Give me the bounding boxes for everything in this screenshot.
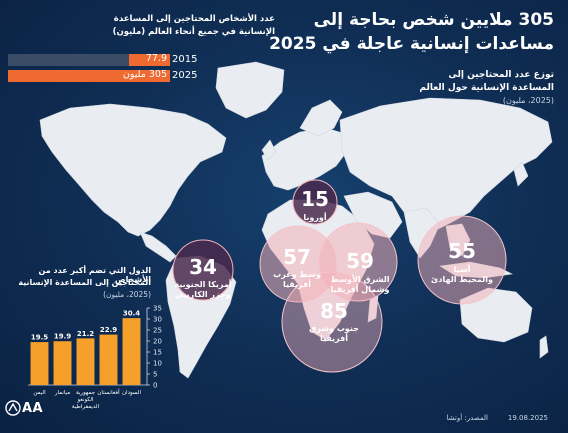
bubble-south-america [172, 239, 234, 301]
country-bar-2 [76, 338, 95, 385]
total-panel-title-line2: الإنسانية في جميع أنحاء العالم (مليون) [112, 27, 275, 37]
middle-east-shape [343, 191, 403, 239]
country-bar-value-4: 30.4 [123, 310, 140, 318]
total-bar-value-2025: 305 مليون [122, 69, 167, 80]
central-west-africa-value: 57 [283, 245, 311, 269]
y-tick-label-7: 35 [153, 305, 162, 313]
country-bar-chart: 0 5 10 15 20 25 30 35 19.5 اليمن 19.9 ميانمار 21.2 جم… [28, 305, 162, 410]
asia-pacific-name-line1: آسيا [454, 264, 471, 274]
y-tick-label-4: 20 [153, 338, 162, 346]
country-category-label-3-0: أفغانستان [97, 388, 120, 396]
country-bar-4 [122, 318, 141, 385]
total-bar-track-2025: 305 مليون [8, 69, 170, 82]
south-america-name-line2: وجزر الكاريبي [175, 290, 231, 299]
japan-shape [513, 161, 529, 187]
y-tick-label-5: 25 [153, 327, 162, 335]
source-note: المصدر: أوتشا [446, 414, 488, 422]
y-tick-label-6: 30 [153, 316, 162, 324]
europe-value: 15 [301, 187, 329, 211]
page-title-line1: 305 ملايين شخص بحاجة إلى [313, 10, 554, 30]
map-subtitle-unit: (2025، مليون) [502, 96, 554, 105]
south-east-africa-value: 85 [320, 299, 348, 323]
uk-shape [261, 139, 277, 161]
y-tick-label-3: 15 [153, 349, 162, 357]
bubble-asia-pacific [417, 215, 507, 305]
y-tick-label-1: 5 [153, 371, 157, 379]
south-america-value: 34 [189, 255, 217, 279]
country-bar-value-3: 22.9 [100, 326, 117, 334]
north-america-shape [39, 103, 227, 237]
south-america-name-line1: أمريكا الجنوبية [174, 279, 231, 289]
scandinavia-shape [299, 99, 343, 137]
south-east-africa-name-line1: جنوب وشرق [309, 324, 359, 333]
total-bar-value-2015: 77.9 [145, 53, 167, 64]
new-zealand-shape [539, 335, 549, 359]
greenland-shape [215, 61, 285, 119]
page-title-line2: مساعدات إنسانية عاجلة في 2025 [269, 34, 554, 54]
y-tick-label-0: 0 [153, 382, 157, 390]
central-america-shape [139, 231, 177, 263]
total-year-2025: 2025 [172, 70, 198, 81]
bubble-south-east-africa [281, 271, 383, 373]
country-category-label-2-0: جمهورية [76, 390, 95, 396]
total-year-2015: 2015 [172, 54, 198, 65]
country-bar-1 [53, 341, 72, 385]
asia-pacific-name-line2: والمحيط الهادئ [431, 275, 493, 284]
europe-name: أوروبا [303, 212, 327, 222]
country-category-label-1-0: ميانمار [54, 390, 70, 396]
total-bar-track-2015: 77.9 [8, 53, 170, 66]
total-bar-2015 [128, 54, 170, 66]
south-east-africa-name-line2: أفريقيا [320, 333, 348, 343]
country-category-label-2-1: الكونغو [76, 396, 94, 403]
bubble-middle-east [318, 222, 398, 302]
country-chart-title-line1: الدول التي تضم أكبر عدد من الأشخاص [38, 266, 151, 284]
country-chart-title-line2: المحتاجين إلى المساعدة الإنسانية [18, 278, 151, 287]
agency-logo-text: AA [22, 401, 44, 416]
y-tick-label-2: 10 [153, 360, 162, 368]
map-subtitle-line2: المساعدة الإنسانية حول العالم [419, 83, 554, 93]
total-panel-title-line1: عدد الأشخاص المحتاجين إلى المساعدة [113, 14, 275, 24]
europe-shape [261, 127, 349, 191]
middle-east-name-line2: وشمال أفريقيا [331, 284, 390, 294]
central-west-africa-name-line2: أفريقيا [283, 279, 311, 289]
central-west-africa-name-line1: وسط وغرب [273, 270, 321, 279]
asia-shape [339, 97, 553, 231]
middle-east-name-line1: الشرق الأوسط [331, 274, 390, 284]
country-bar-0 [30, 342, 49, 385]
country-category-label-0-0: اليمن [33, 390, 46, 396]
publish-date: 19.08.2025 [507, 414, 548, 422]
country-bar-value-0: 19.5 [31, 334, 48, 342]
country-bar-value-2: 21.2 [77, 330, 94, 338]
country-bar-3 [99, 334, 118, 385]
asia-pacific-value: 55 [448, 239, 476, 263]
agency-logo-icon [5, 400, 21, 416]
map-subtitle-line1: توزع عدد المحتاجين إلى [448, 70, 554, 80]
country-category-label-4-0: السودان [122, 390, 141, 396]
total-bar-2025 [8, 70, 170, 82]
country-chart-title-unit: (2025، مليون) [103, 290, 151, 299]
bubble-europe [292, 179, 338, 225]
country-bar-value-1: 19.9 [54, 333, 71, 341]
middle-east-value: 59 [346, 249, 374, 273]
country-category-label-2-2: الديمقراطية [72, 404, 100, 410]
